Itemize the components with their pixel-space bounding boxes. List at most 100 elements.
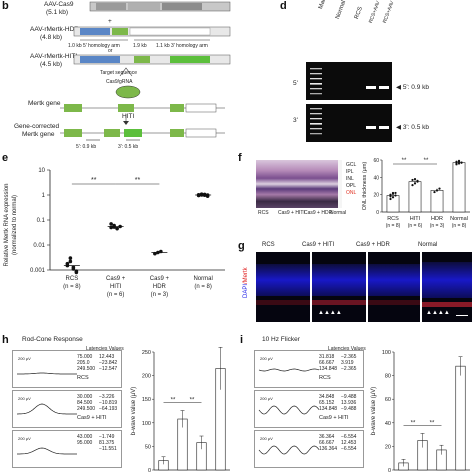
f-group-label: RCS bbox=[387, 216, 399, 222]
band-5-label: ◀ 5': 0.9 kb bbox=[396, 84, 429, 91]
erg-trace-line bbox=[258, 445, 320, 455]
e-tick-label: 1 bbox=[42, 193, 46, 199]
erg-value-row: 136.364 −6.554 bbox=[319, 446, 356, 452]
cas9-grna-complex bbox=[115, 85, 141, 99]
erg-value: −23.842 bbox=[99, 360, 118, 366]
chart-i-tick-label: 80 bbox=[385, 374, 391, 380]
e-group-label-2: HITI bbox=[110, 284, 122, 290]
gel-row-5: 5' bbox=[293, 80, 298, 87]
e-sig-label: ** bbox=[91, 177, 97, 184]
chart-h-sig-label: ** bbox=[190, 398, 195, 404]
chart-i-tick-label: 100 bbox=[382, 350, 391, 356]
f-data-point bbox=[455, 162, 458, 165]
e-data-point bbox=[68, 259, 73, 264]
erg-value: 13.936 bbox=[341, 400, 357, 406]
fluo-image-hiti: ▲▲▲▲ bbox=[312, 252, 366, 322]
chart-h-tick-label: 200 bbox=[142, 374, 151, 380]
chart-h-tick-label: 100 bbox=[142, 421, 151, 427]
ladder-band bbox=[310, 73, 322, 75]
e-group-n: (n = 6) bbox=[107, 292, 125, 298]
erg-value-row: 66.667 3.919 bbox=[319, 360, 354, 366]
erg-scale-label: 200 μV bbox=[18, 356, 31, 361]
aav-hiti-name: AAV-rMertk-HITI bbox=[30, 53, 78, 60]
mertk-gene-label: Mertk gene bbox=[28, 100, 61, 107]
chart-i-ylabel: b-wave value (μV) bbox=[371, 387, 377, 435]
erg-value: −11.551 bbox=[99, 446, 117, 452]
erg-waveform: 200 μV bbox=[258, 436, 320, 455]
e-group-n: (n = 3) bbox=[151, 292, 169, 298]
erg-value-row: 75.000 12.443 bbox=[77, 354, 114, 360]
hiti-label: HITI bbox=[122, 113, 135, 120]
f-data-point bbox=[457, 162, 461, 165]
fluo-title-rcs: RCS bbox=[262, 242, 275, 248]
e-tick-label: 0.01 bbox=[33, 243, 45, 249]
e-group-label: Normal bbox=[193, 276, 212, 282]
erg-trace-line bbox=[17, 447, 77, 455]
erg-group-label: Cas9 + HITI bbox=[77, 415, 107, 421]
gel-bands bbox=[310, 68, 389, 135]
corrected-gene-label-2: Mertk gene bbox=[22, 131, 55, 138]
f-sig-label: ** bbox=[402, 158, 407, 164]
cas9-orf bbox=[128, 3, 160, 10]
corrected-gfp bbox=[124, 129, 142, 137]
f-group-n: (n = 8) bbox=[452, 223, 467, 229]
erg-value-row: 134.848 −2.365 bbox=[319, 366, 356, 372]
chart-i-sig-label: ** bbox=[430, 420, 435, 426]
e-group-label: Cas9 + bbox=[150, 276, 170, 282]
histology-strip bbox=[256, 160, 342, 208]
erg-value: 12.453 bbox=[341, 440, 357, 446]
f-bar bbox=[430, 190, 444, 213]
chart-i-tick-label: 20 bbox=[385, 444, 391, 450]
ladder-band bbox=[310, 93, 322, 95]
f-group-label: Normal bbox=[450, 216, 468, 222]
chart-i: 100 80 60 40 20 0 b-wave value (μV) ** ** bbox=[371, 350, 470, 474]
f-data-point bbox=[389, 197, 392, 201]
f-group-n: (n = 3) bbox=[430, 223, 445, 229]
e-group-label: Cas9 + bbox=[106, 276, 126, 282]
erg-latency: 95.000 bbox=[77, 440, 93, 446]
erg-value: 3.919 bbox=[341, 360, 354, 366]
layer-gcl: GCL bbox=[346, 162, 357, 168]
h-title: Rod-Cone Response bbox=[22, 336, 83, 343]
erg-value-row: 36.364 −6.554 bbox=[319, 434, 356, 440]
e-data-point bbox=[71, 265, 76, 269]
erg-waveform: 200 μV bbox=[258, 356, 320, 372]
f-group-n: (n = 6) bbox=[408, 223, 423, 229]
g-ylabel-dapi: DAPI bbox=[243, 283, 249, 298]
panel-letter-d: d bbox=[280, 0, 287, 12]
erg-value-row: 249.500 −12.547 bbox=[77, 366, 117, 372]
e-data-point bbox=[115, 226, 119, 231]
erg-group-label: Cas9 + HITI bbox=[319, 415, 349, 421]
panel-letter-b: b bbox=[2, 0, 9, 12]
erg-scale-label: 200 μV bbox=[260, 356, 273, 361]
aav-hdr-size: (4.8 kb) bbox=[40, 34, 63, 41]
chart-h-ylabel: b-wave value (μV) bbox=[131, 387, 137, 435]
histology-divider bbox=[338, 160, 342, 208]
g-ylabel-mertk: /Mertk bbox=[243, 267, 249, 284]
ladder-band bbox=[310, 113, 322, 115]
erg-waveform: 200 μV bbox=[258, 396, 320, 415]
chart-i-tick-label: 40 bbox=[385, 421, 391, 427]
f-ylabel: ONL thickness (μm) bbox=[362, 162, 368, 211]
erg-value-row: 134.848 −9.488 bbox=[319, 406, 356, 412]
erg-value: 81.375 bbox=[99, 440, 115, 446]
chart-i-tick-label: 0 bbox=[388, 468, 391, 474]
erg-value-row: 84.500 −10.819 bbox=[77, 400, 117, 406]
corrected-gene-label-1: Gene-corrected bbox=[14, 123, 60, 130]
erg-trace-line bbox=[258, 405, 320, 415]
hiti-gfp bbox=[170, 56, 210, 63]
erg-value-row: 205.0 −23.842 bbox=[77, 360, 117, 366]
band-5-text: 5': 0.9 kb bbox=[402, 84, 429, 91]
erg-value-row: 31.818 −2.365 bbox=[319, 354, 356, 360]
e-data-point bbox=[112, 225, 116, 229]
fluo-title-normal: Normal bbox=[418, 242, 438, 248]
erg-value: −6.554 bbox=[341, 434, 357, 440]
erg-trace-block: 200 μV 43.000 −1.749 95.000 81.375 −11.551 bbox=[12, 430, 122, 468]
corrected-ex19 bbox=[170, 129, 184, 137]
erg-scale-label: 200 μV bbox=[260, 436, 273, 441]
erg-trace-line bbox=[17, 403, 77, 415]
histo-label-hdr: Cas9 + HDR bbox=[304, 210, 333, 216]
target-sequence-arrow bbox=[119, 67, 133, 77]
f-group-label: HDR bbox=[431, 216, 443, 222]
erg-value: −2.365 bbox=[341, 354, 357, 360]
